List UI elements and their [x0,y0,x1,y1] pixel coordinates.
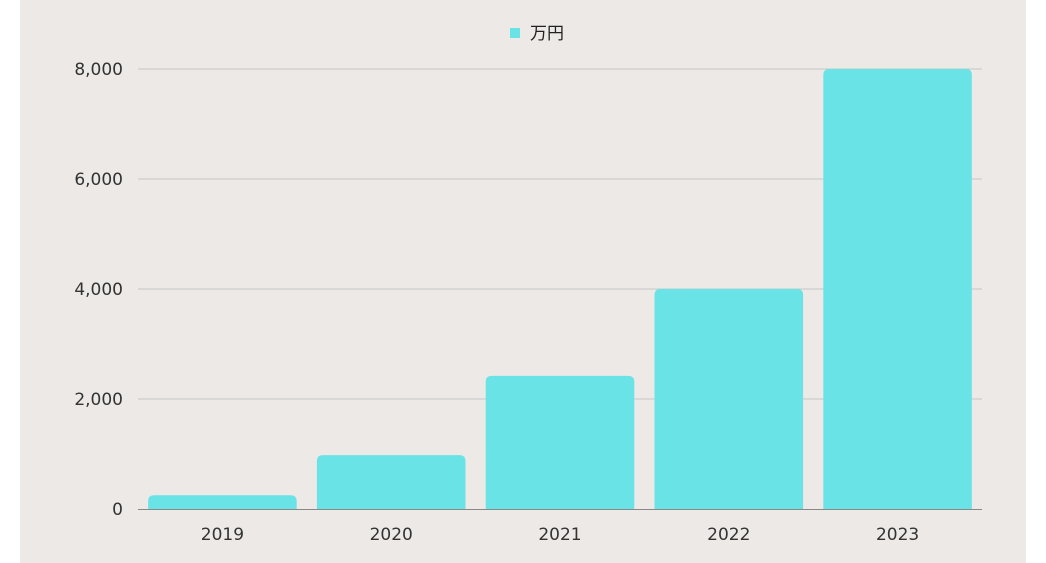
bar-2020 [316,455,466,509]
bar-2022 [654,289,804,509]
y-tick-label: 8,000 [74,60,123,80]
legend: 万円 [510,24,564,44]
legend-swatch [510,28,520,38]
y-tick-label: 4,000 [74,280,123,300]
bar-2021 [485,375,635,509]
y-axis-ticks: 0 2,000 4,000 6,000 8,000 [74,60,123,520]
x-axis-ticks: 2019 2020 2021 2022 2023 [201,525,919,545]
y-tick-label: 2,000 [74,390,123,410]
x-tick-label: 2019 [201,525,244,545]
x-tick-label: 2023 [876,525,919,545]
bar-2019 [148,495,297,509]
legend-label: 万円 [530,24,564,44]
x-tick-label: 2022 [707,525,750,545]
y-tick-label: 0 [112,500,123,520]
x-tick-label: 2020 [370,525,413,545]
bar-2023 [823,69,972,509]
x-tick-label: 2021 [538,525,581,545]
chart-panel: 0 2,000 4,000 6,000 8,000 2019 2020 2021 2022 20… [20,0,1026,563]
bars [148,69,972,509]
y-tick-label: 6,000 [74,170,123,190]
